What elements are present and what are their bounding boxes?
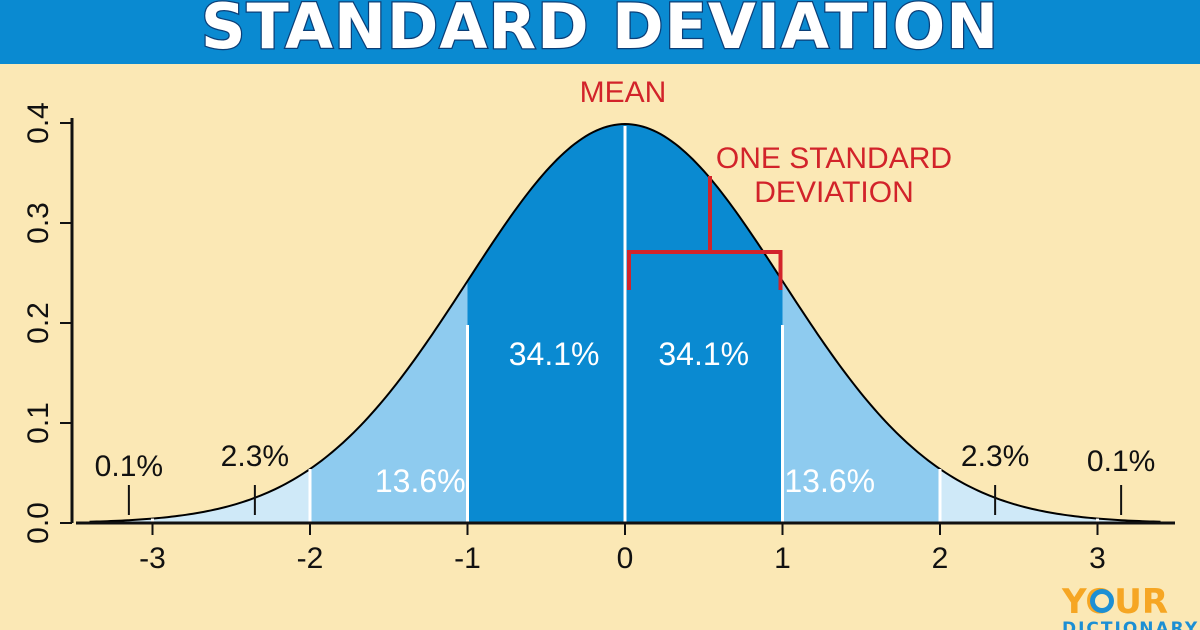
regions-layer [89, 124, 1161, 523]
region-label-1: 34.1% [658, 336, 749, 372]
sd-bracket [627, 176, 783, 290]
y-tick-label-1: 0.1 [22, 402, 55, 444]
sd-label-line2: DEVIATION [754, 176, 913, 209]
y-tick-label-4: 0.4 [22, 102, 55, 144]
region-label-3: 13.6% [784, 463, 875, 499]
logo-dictionary-text: DICTIONARY [1062, 619, 1199, 630]
normal-curve [89, 123, 1161, 523]
y-tick-label-2: 0.2 [22, 302, 55, 344]
region-fill-1 [625, 124, 783, 523]
page-title: STANDARD DEVIATION [201, 0, 999, 63]
region-label-6: 0.1% [95, 450, 163, 483]
region-fill-0 [467, 124, 625, 523]
mean-label: MEAN [580, 76, 667, 109]
x-tick-label--2: -2 [297, 542, 324, 575]
sd-bracket-line [627, 250, 783, 290]
x-tick-label-0: 0 [617, 542, 634, 575]
x-tick-label--3: -3 [139, 542, 166, 575]
x-tick-label-3: 3 [1089, 542, 1106, 575]
region-label-4: 2.3% [221, 440, 289, 473]
region-label-2: 13.6% [375, 463, 466, 499]
y-tick-label-3: 0.3 [22, 202, 55, 244]
region-label-5: 2.3% [961, 440, 1029, 473]
region-label-0: 34.1% [509, 336, 600, 372]
your-dictionary-logo: YOUR DICTIONARY [1061, 582, 1199, 630]
x-tick-label-2: 2 [932, 542, 949, 575]
x-ticks: -3 -2 -1 0 1 2 3 [139, 523, 1106, 575]
y-ticks: 0.0 0.1 0.2 0.3 0.4 [22, 102, 72, 544]
y-tick-label-0: 0.0 [22, 502, 55, 544]
dividers-layer [151, 126, 1099, 523]
logo-your-text: YOUR [1061, 582, 1168, 622]
x-tick-label--1: -1 [454, 542, 481, 575]
region-label-7: 0.1% [1087, 445, 1155, 478]
title-banner [0, 0, 1200, 64]
region-labels: 34.1% 34.1% 13.6% 13.6% 2.3% 2.3% 0.1% 0.1% [95, 336, 1155, 515]
region-fill-4 [152, 469, 310, 523]
x-tick-label-1: 1 [774, 542, 791, 575]
region-fill-5 [940, 469, 1098, 523]
magnifier-lens [1095, 594, 1109, 608]
sd-label-line1: ONE STANDARD [716, 142, 952, 175]
